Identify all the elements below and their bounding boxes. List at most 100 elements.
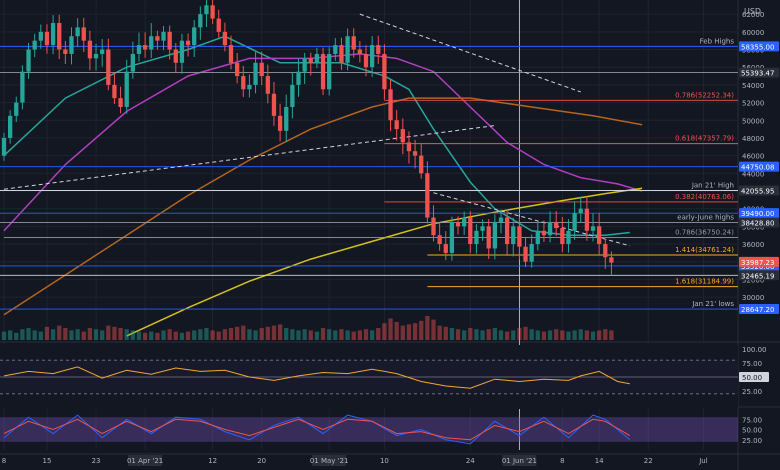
stochastic-tick-label: 50.00 xyxy=(742,427,762,435)
candle-body xyxy=(179,40,185,63)
candle-body xyxy=(210,5,215,19)
volume-bar xyxy=(265,326,270,340)
candle-body xyxy=(437,235,442,245)
volume-bar xyxy=(14,332,19,340)
volume-bar xyxy=(75,329,80,340)
candle-body xyxy=(284,106,289,131)
volume-bar xyxy=(63,328,68,340)
rsi-current-tag xyxy=(739,372,769,382)
candle-body xyxy=(449,221,455,253)
candle-body xyxy=(167,31,172,50)
candle-body xyxy=(419,155,424,174)
candle-body xyxy=(142,45,148,50)
candle-body xyxy=(609,257,614,263)
candle-body xyxy=(149,36,154,50)
volume-bar xyxy=(425,316,430,340)
stochastic-line xyxy=(3,414,631,445)
volume-bar xyxy=(210,330,215,340)
price-tag xyxy=(739,41,779,52)
stochastic-tick-label: 75.00 xyxy=(742,416,762,424)
candle-body xyxy=(253,62,258,85)
candle-body xyxy=(425,173,430,218)
trendline xyxy=(3,125,495,190)
candle-body xyxy=(75,27,80,37)
volume-bars xyxy=(1,316,614,340)
price-tag xyxy=(739,304,779,315)
time-tick-highlight xyxy=(502,455,537,466)
candle-body xyxy=(302,58,307,72)
volume-bar xyxy=(603,329,608,340)
volume-bar xyxy=(7,330,13,340)
candle-body xyxy=(69,36,74,54)
time-tick-label: 14 xyxy=(595,457,604,465)
candle-body xyxy=(369,45,375,68)
candle-body xyxy=(590,226,596,231)
level-label: Jan 21' High xyxy=(691,181,734,189)
volume-bar xyxy=(455,329,461,340)
price-tags: 58355.00 55393.47 44750.08 42055.95 39490.00… xyxy=(739,41,779,315)
volume-bar xyxy=(609,330,614,340)
volume-bar xyxy=(57,325,62,340)
price-tag xyxy=(739,217,779,228)
candle-body xyxy=(541,230,547,236)
volume-bar xyxy=(437,325,442,340)
volume-bar xyxy=(308,330,313,340)
candle-body xyxy=(412,151,418,156)
volume-bar xyxy=(112,326,117,340)
volume-bar xyxy=(241,325,246,340)
candle-body xyxy=(93,53,99,59)
price-tick-label: 46000 xyxy=(742,153,764,161)
candle-body xyxy=(517,226,522,247)
candle-body xyxy=(235,62,240,77)
candle-body xyxy=(339,45,344,63)
volume-bar xyxy=(44,326,50,340)
volume-bar xyxy=(345,330,350,340)
volume-bar xyxy=(597,330,602,340)
candle-body xyxy=(14,102,19,116)
candle-body xyxy=(136,45,142,54)
volume-bar xyxy=(235,326,240,340)
volume-bar xyxy=(185,331,191,340)
volume-bar xyxy=(443,326,448,340)
volume-bar xyxy=(529,329,534,340)
candle-body xyxy=(118,98,123,107)
candle-body xyxy=(1,137,7,156)
fib-level-label: 0.786(52252.34) xyxy=(675,91,734,99)
candle-body xyxy=(106,49,111,85)
stochastic-pane: 25.00 50.00 75.00 xyxy=(0,414,762,445)
candles xyxy=(1,0,614,275)
candle-body xyxy=(357,49,363,54)
volume-bar xyxy=(554,329,559,340)
fib-level-label: 0.786(36750.24) xyxy=(675,228,734,236)
candle-body xyxy=(560,228,565,245)
candle-body xyxy=(443,244,448,253)
candle-body xyxy=(57,22,62,50)
candle-body xyxy=(81,27,86,41)
volume-bar xyxy=(474,329,479,340)
time-tick-label: 23 xyxy=(92,457,101,465)
candle-body xyxy=(314,53,320,63)
candle-body xyxy=(597,226,602,245)
candle-body xyxy=(277,115,283,131)
volume-bar xyxy=(87,328,93,340)
candle-body xyxy=(382,53,387,90)
candle-body xyxy=(523,246,528,262)
volume-bar xyxy=(486,329,491,340)
price-tick-label: 52000 xyxy=(742,100,764,108)
candle-body xyxy=(511,226,516,245)
volume-bar xyxy=(412,323,418,340)
candle-body xyxy=(547,221,553,236)
time-tick-label: 24 xyxy=(466,457,475,465)
time-tick-label: 8 xyxy=(560,457,564,465)
candle-body xyxy=(455,221,461,227)
candle-body xyxy=(161,31,166,41)
rsi-band xyxy=(0,360,738,394)
volume-bar xyxy=(38,331,43,340)
volume-bar xyxy=(198,329,203,340)
volume-bar xyxy=(419,320,424,340)
volume-bar xyxy=(277,324,283,340)
volume-bar xyxy=(136,331,142,340)
price-tick-label: 50000 xyxy=(742,117,764,125)
candle-body xyxy=(222,31,228,46)
